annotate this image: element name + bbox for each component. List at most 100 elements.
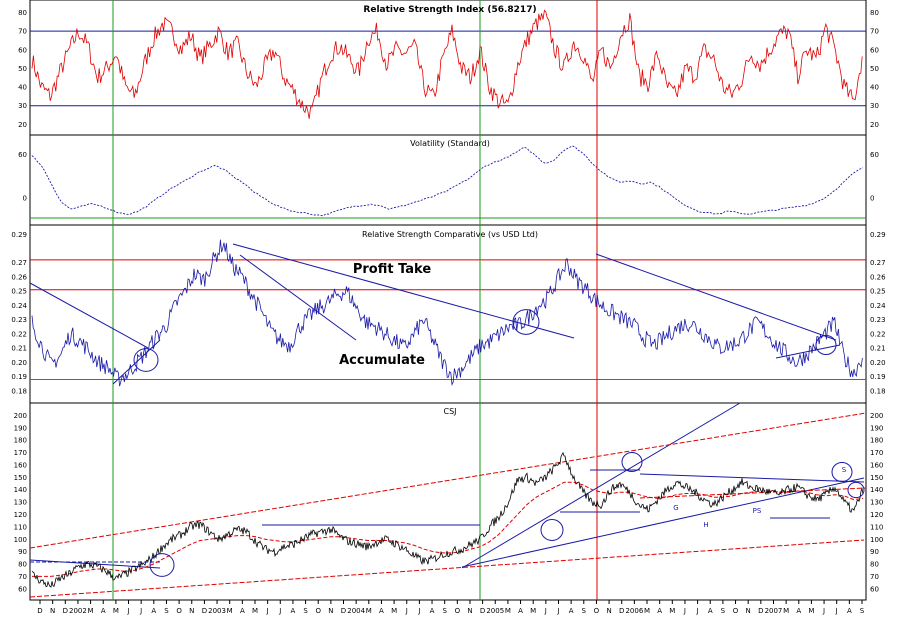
x-tick-label-14: 2003	[208, 607, 226, 615]
x-tick-label-42: A	[569, 607, 574, 615]
x-tick-label-36: 2005	[486, 607, 504, 615]
x-tick-label-64: A	[847, 607, 852, 615]
x-tick-label-16: A	[240, 607, 245, 615]
volatility-series-line	[31, 145, 864, 217]
x-tick-label-33: O	[455, 607, 461, 615]
y-tick-left-2-2: 0.26	[11, 273, 27, 281]
trend-line-17	[639, 487, 867, 499]
x-tick-label-48: M	[644, 607, 650, 615]
x-tick-label-22: O	[315, 607, 321, 615]
x-tick-label-43: S	[582, 607, 587, 615]
y-tick-right-3-13: 70	[870, 573, 879, 581]
y-tick-left-2-0: 0.29	[11, 231, 27, 239]
y-tick-left-3-7: 130	[14, 499, 27, 507]
y-tick-right-0-2: 60	[870, 46, 879, 54]
x-tick-label-52: J	[696, 607, 699, 615]
y-tick-left-2-3: 0.25	[11, 288, 27, 296]
y-tick-left-0-4: 40	[18, 84, 27, 92]
x-tick-label-51: J	[683, 607, 686, 615]
x-tick-label-27: A	[379, 607, 384, 615]
y-tick-left-3-14: 60	[18, 585, 27, 593]
y-tick-right-3-2: 180	[870, 437, 883, 445]
pattern-label-s: S	[842, 466, 847, 474]
pattern-label-h: H	[703, 521, 708, 529]
x-tick-label-15: M	[227, 607, 233, 615]
y-tick-left-3-13: 70	[18, 573, 27, 581]
y-tick-right-2-0: 0.29	[870, 231, 886, 239]
trend-line-7	[461, 402, 741, 569]
price-series-line	[31, 451, 864, 588]
x-tick-label-65: S	[860, 607, 865, 615]
trend-line-13	[639, 473, 865, 483]
accumulate-annotation: Accumulate	[339, 353, 425, 368]
y-tick-right-2-9: 0.19	[870, 373, 886, 381]
profit-take-annotation: Profit Take	[353, 262, 432, 277]
y-tick-left-2-6: 0.22	[11, 330, 27, 338]
x-tick-label-8: J	[139, 607, 142, 615]
y-tick-left-0-0: 80	[18, 9, 27, 17]
y-tick-left-2-1: 0.27	[11, 259, 27, 267]
y-tick-left-2-5: 0.23	[11, 316, 27, 324]
y-tick-right-0-3: 50	[870, 65, 879, 73]
y-tick-right-2-4: 0.24	[870, 302, 886, 310]
x-tick-label-34: N	[467, 607, 472, 615]
trend-line-1	[29, 282, 149, 349]
highlight-circle-8	[847, 481, 865, 499]
x-tick-label-50: M	[669, 607, 675, 615]
y-tick-left-3-6: 140	[14, 486, 27, 494]
y-tick-right-3-5: 150	[870, 474, 883, 482]
x-tick-label-59: M	[783, 607, 789, 615]
y-tick-left-1-0: 60	[18, 151, 27, 159]
x-tick-label-55: O	[733, 607, 739, 615]
y-tick-right-0-1: 70	[870, 28, 879, 36]
y-tick-right-2-6: 0.22	[870, 330, 886, 338]
y-tick-right-3-7: 130	[870, 499, 883, 507]
x-tick-label-44: O	[594, 607, 600, 615]
x-tick-label-6: M	[113, 607, 119, 615]
y-tick-right-0-6: 20	[870, 121, 879, 129]
y-tick-right-2-3: 0.25	[870, 288, 886, 296]
x-tick-label-29: J	[405, 607, 408, 615]
y-tick-right-1-1: 0	[870, 195, 874, 203]
y-tick-left-2-9: 0.19	[11, 373, 27, 381]
y-tick-right-2-7: 0.21	[870, 345, 886, 353]
y-tick-left-0-6: 20	[18, 121, 27, 129]
y-tick-right-3-14: 60	[870, 585, 879, 593]
y-tick-right-3-11: 90	[870, 548, 879, 556]
x-tick-label-37: M	[505, 607, 511, 615]
y-tick-right-2-8: 0.20	[870, 359, 886, 367]
x-tick-label-63: J	[835, 607, 838, 615]
volatility-panel-title: Volatility (Standard)	[410, 139, 490, 148]
y-tick-left-0-2: 60	[18, 46, 27, 54]
price-panel-title: CSJ	[443, 407, 456, 416]
x-tick-label-60: A	[796, 607, 801, 615]
y-tick-left-3-11: 90	[18, 548, 27, 556]
x-tick-label-41: J	[556, 607, 559, 615]
y-tick-left-0-3: 50	[18, 65, 27, 73]
x-tick-label-54: S	[721, 607, 726, 615]
x-tick-label-5: A	[101, 607, 106, 615]
x-tick-label-12: N	[189, 607, 194, 615]
y-tick-left-3-5: 150	[14, 474, 27, 482]
y-tick-right-3-3: 170	[870, 449, 883, 457]
y-tick-right-3-9: 110	[870, 523, 883, 531]
y-tick-left-3-1: 190	[14, 424, 27, 432]
x-tick-label-10: S	[164, 607, 169, 615]
y-tick-left-3-2: 180	[14, 437, 27, 445]
x-tick-label-7: J	[126, 607, 129, 615]
x-tick-label-40: J	[544, 607, 547, 615]
rsc-panel-title: Relative Strength Comparative (vs USD Lt…	[362, 230, 538, 239]
x-tick-label-25: 2004	[347, 607, 365, 615]
x-tick-label-30: J	[417, 607, 420, 615]
y-tick-right-3-1: 190	[870, 424, 883, 432]
x-tick-label-28: M	[391, 607, 397, 615]
x-tick-label-53: A	[708, 607, 713, 615]
x-tick-label-13: D	[202, 607, 207, 615]
panel-frame-4	[29, 402, 867, 601]
trend-line-6	[112, 339, 161, 385]
x-tick-label-0: D	[37, 607, 42, 615]
x-tick-label-38: A	[518, 607, 523, 615]
trend-line-15	[29, 539, 865, 598]
